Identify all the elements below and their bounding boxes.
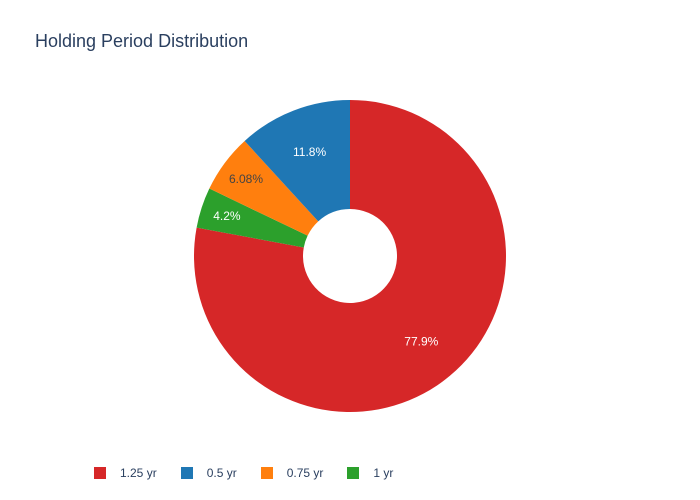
legend: 1.25 yr 0.5 yr 0.75 yr 1 yr [94, 465, 417, 481]
legend-label: 1 yr [373, 466, 394, 480]
legend-item-1-yr[interactable]: 1 yr [347, 466, 393, 480]
legend-swatch [260, 467, 273, 479]
legend-item-1-25-yr[interactable]: 1.25 yr [94, 466, 157, 480]
pie-slice-1-25-yr[interactable] [194, 100, 506, 412]
pie-slice-0-5-yr[interactable] [244, 100, 350, 222]
pie-slice-1-yr[interactable] [196, 188, 308, 248]
legend-label: 0.75 yr [286, 466, 324, 480]
slice-label-1-25-yr: 77.9% [404, 335, 438, 349]
pie-slice-0-75-yr[interactable] [209, 140, 319, 236]
slice-label-0-5-yr: 11.8% [293, 145, 326, 159]
legend-item-0-75-yr[interactable]: 0.75 yr [260, 466, 324, 480]
legend-label: 1.25 yr [120, 466, 157, 480]
legend-swatch [347, 467, 360, 479]
chart-title: Holding Period Distribution [35, 31, 249, 51]
legend-label: 0.5 yr [206, 466, 237, 480]
legend-swatch [180, 467, 193, 479]
slice-label-1-yr: 4.2% [213, 209, 241, 223]
legend-swatch [94, 467, 106, 479]
legend-item-0-5-yr[interactable]: 0.5 yr [180, 466, 237, 480]
slice-label-0-75-yr: 6.08% [229, 172, 263, 186]
